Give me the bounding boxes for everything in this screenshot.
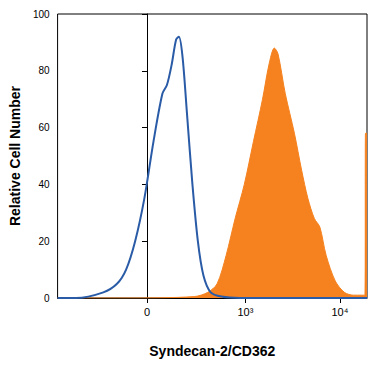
svg-text:0: 0 xyxy=(44,293,50,304)
svg-text:10³: 10³ xyxy=(237,306,253,318)
svg-text:100: 100 xyxy=(33,9,50,20)
svg-text:20: 20 xyxy=(38,236,50,247)
svg-text:80: 80 xyxy=(38,65,50,76)
svg-text:60: 60 xyxy=(38,122,50,133)
svg-text:0: 0 xyxy=(144,306,150,318)
svg-text:40: 40 xyxy=(38,179,50,190)
svg-text:Relative Cell Number: Relative Cell Number xyxy=(7,85,23,226)
svg-text:Syndecan-2/CD362: Syndecan-2/CD362 xyxy=(149,343,275,359)
svg-text:10⁴: 10⁴ xyxy=(331,306,348,318)
